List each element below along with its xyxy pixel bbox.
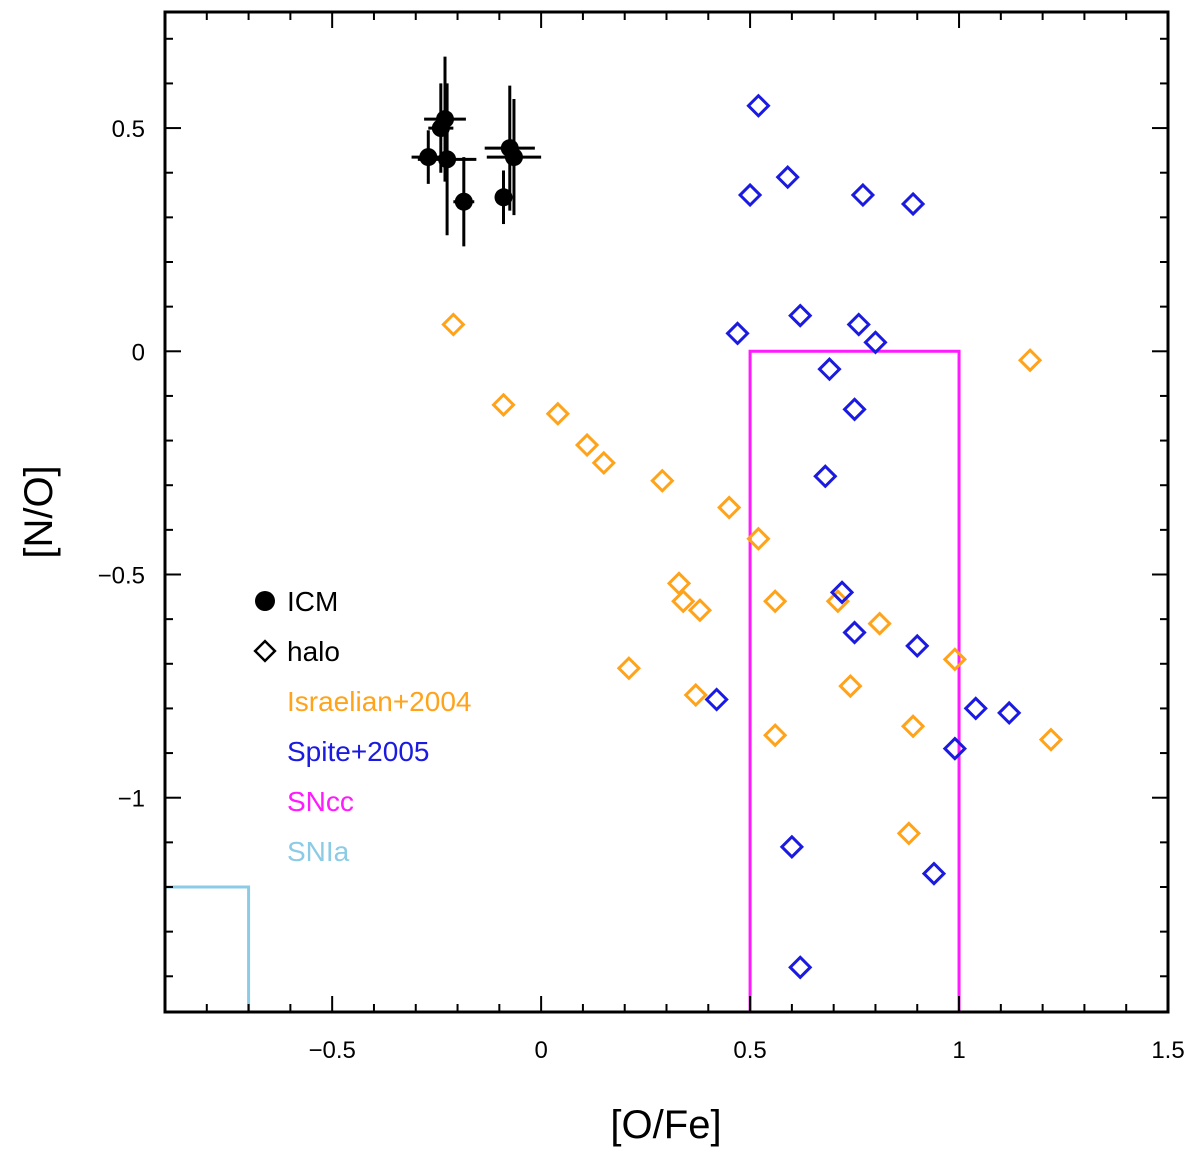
regions-layer: [165, 349, 961, 1012]
legend-israelian-label: Israelian+2004: [287, 686, 471, 717]
x-tick-label: 1.5: [1151, 1037, 1184, 1064]
spite-point: [963, 696, 988, 721]
y-tick-label: −0.5: [98, 563, 145, 590]
legend-halo-label: halo: [287, 636, 340, 667]
israelian-point: [1038, 727, 1064, 752]
israelian-point: [867, 611, 892, 636]
israelian-point: [900, 714, 926, 739]
spite-point: [704, 687, 729, 712]
israelian-point: [687, 598, 713, 623]
israelian-point: [671, 589, 696, 614]
israelian-point: [763, 589, 788, 614]
israelian-point: [683, 682, 708, 708]
legend-snia-label: SNIa: [287, 836, 350, 867]
y-tick-label: −1: [118, 786, 145, 813]
legend-sncc-label: SNcc: [287, 786, 354, 817]
tick-labels: −0.5 0 0.5 1 1.5 −1 −0.5 0 0.5: [98, 116, 1185, 1064]
x-tick-label: 0.5: [733, 1037, 766, 1064]
israelian-point: [491, 392, 516, 417]
spite-point: [746, 93, 771, 118]
spite-point: [863, 330, 888, 355]
spite-point: [737, 182, 763, 208]
x-tick-label: 0: [534, 1037, 547, 1064]
israelian-point: [896, 821, 922, 846]
spite-point: [725, 321, 750, 346]
x-tick-label: −0.5: [308, 1037, 355, 1064]
icm-point: [454, 192, 473, 211]
spite-point: [997, 700, 1022, 726]
y-tick-label: 0.5: [112, 116, 145, 143]
spite-point: [829, 580, 855, 605]
spite-point: [846, 312, 871, 337]
legend-icm-marker: [255, 591, 275, 611]
legend-icm-label: ICM: [287, 586, 338, 617]
icm-point: [494, 188, 513, 207]
israelian-point: [616, 656, 642, 681]
icm-point: [504, 148, 523, 167]
sncc-region: [748, 349, 961, 1012]
spite-point: [905, 633, 930, 659]
spite-point: [779, 834, 804, 859]
icm-point: [419, 148, 438, 167]
plot-frame: [163, 10, 1170, 1014]
israelian-point: [666, 571, 692, 596]
spite-point: [842, 620, 867, 645]
icm-point: [438, 150, 457, 169]
spite-point: [842, 397, 867, 422]
spite-point: [817, 357, 842, 382]
spite-point: [900, 191, 926, 217]
israelian-point: [717, 495, 742, 520]
legend: ICM halo Israelian+2004 Spite+2005 SNcc …: [253, 586, 471, 867]
israelian-point: [763, 723, 788, 748]
israelian-point: [838, 673, 863, 699]
spite-point: [775, 165, 800, 190]
israelian-point: [746, 526, 771, 551]
icm-point: [436, 110, 455, 129]
israelian-point: [942, 647, 967, 672]
israelian-point: [441, 312, 466, 337]
snia-region: [165, 885, 251, 1012]
spite-point: [788, 955, 813, 980]
y-axis-title: [N/O]: [17, 465, 61, 558]
legend-spite-label: Spite+2005: [287, 736, 429, 767]
data-points: [411, 56, 1064, 980]
israelian-point: [545, 401, 570, 426]
spite-point: [921, 861, 947, 886]
israelian-point: [574, 432, 600, 458]
israelian-point: [650, 468, 675, 493]
x-tick-label: 1: [952, 1037, 965, 1064]
israelian-point: [1017, 348, 1043, 373]
spite-point: [788, 303, 813, 328]
legend-halo-marker: [253, 639, 277, 663]
spite-point: [850, 182, 876, 208]
israelian-point: [591, 450, 616, 476]
spite-point: [813, 464, 838, 489]
spite-point: [942, 736, 967, 761]
x-axis-title: [O/Fe]: [610, 1103, 721, 1147]
y-tick-label: 0: [132, 339, 145, 366]
